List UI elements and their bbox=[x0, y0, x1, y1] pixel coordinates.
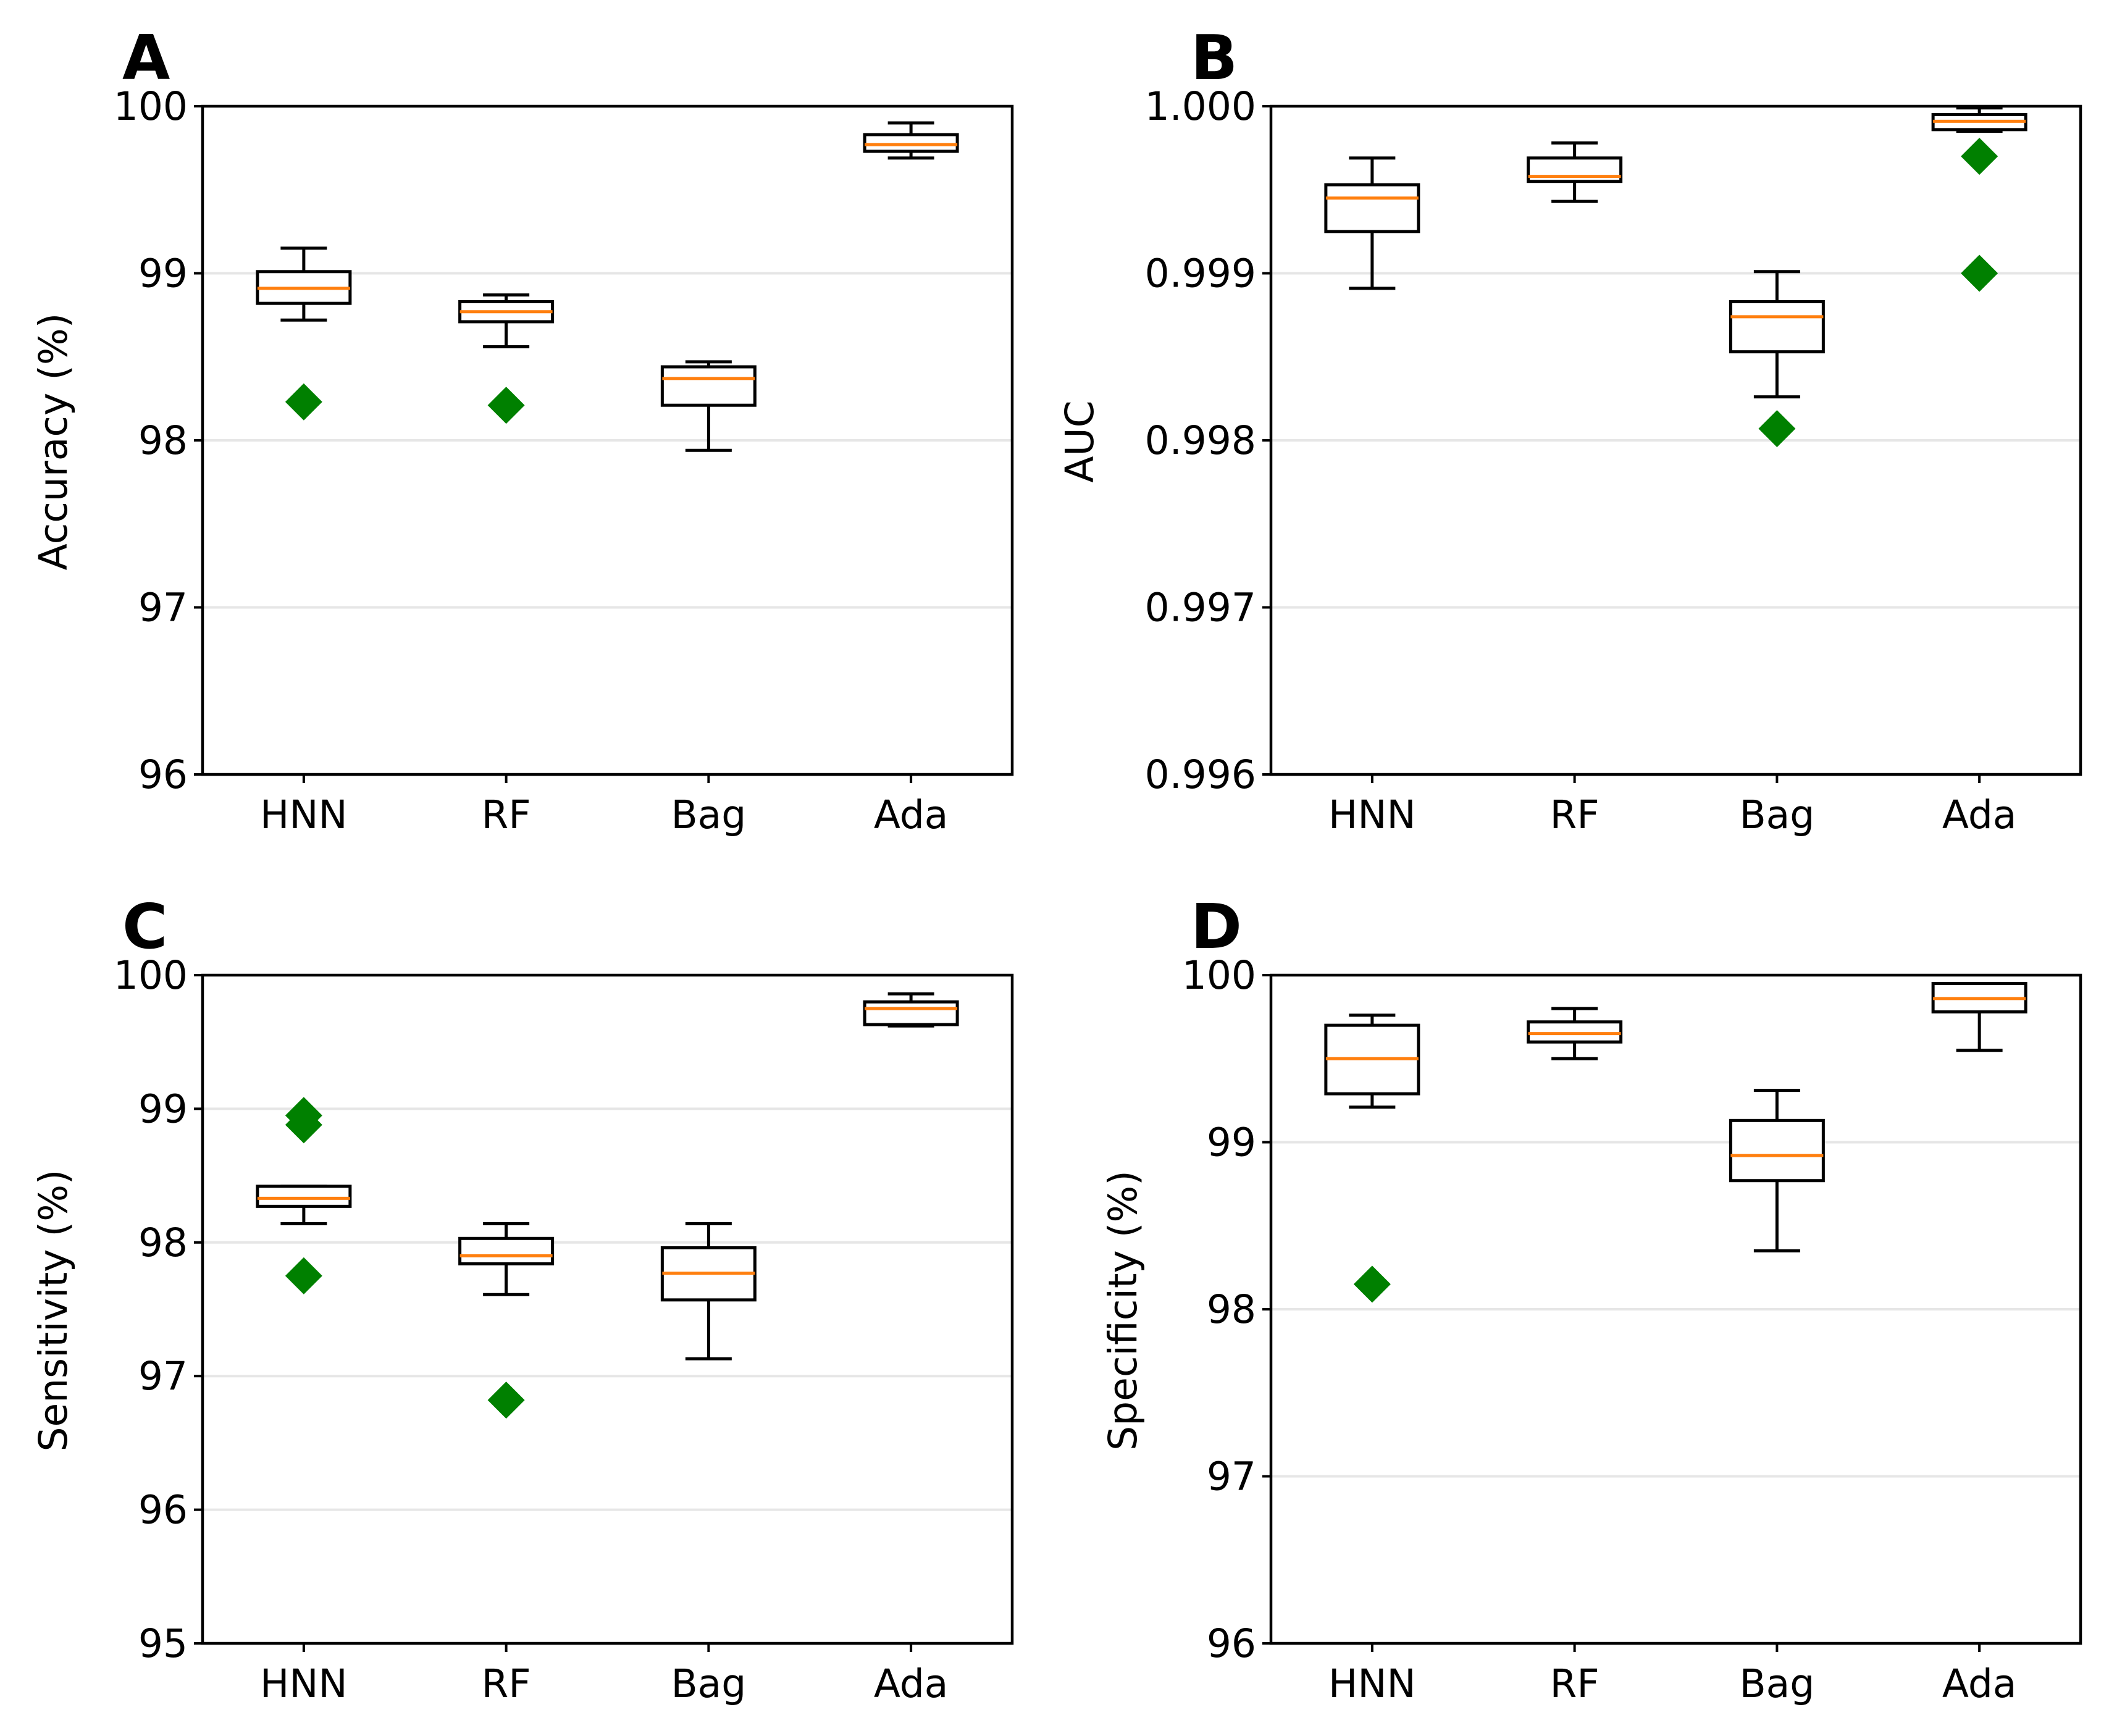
y-tick-label: 96 bbox=[1207, 1621, 1256, 1666]
x-tick-label-rf: RF bbox=[1550, 792, 1600, 837]
x-tick-label-rf: RF bbox=[1550, 1661, 1600, 1706]
y-axis-label: Accuracy (%) bbox=[31, 313, 76, 571]
x-tick-label-hnn: HNN bbox=[1328, 1661, 1416, 1706]
x-tick-label-hnn: HNN bbox=[260, 792, 348, 837]
iqr-box bbox=[1527, 1020, 1623, 1044]
panel-label: C bbox=[122, 891, 167, 963]
panel-label: D bbox=[1191, 891, 1242, 963]
y-tick-label: 0.997 bbox=[1145, 585, 1256, 631]
box-bag bbox=[1729, 1089, 1825, 1252]
iqr-box bbox=[1729, 1118, 1825, 1183]
iqr-box bbox=[660, 365, 757, 407]
x-tick-label-ada: Ada bbox=[874, 1661, 949, 1706]
y-tick-label: 100 bbox=[114, 953, 188, 998]
y-tick-label: 98 bbox=[1207, 1287, 1256, 1332]
y-tick-label: 96 bbox=[138, 1488, 188, 1533]
x-tick-label-ada: Ada bbox=[1942, 1661, 2017, 1706]
x-tick-label-hnn: HNN bbox=[260, 1661, 348, 1706]
box-bag bbox=[1729, 270, 1825, 448]
y-tick-label: 100 bbox=[1182, 953, 1256, 998]
x-tick-label-rf: RF bbox=[482, 792, 531, 837]
x-tick-label-ada: Ada bbox=[874, 792, 949, 837]
y-tick-label: 0.999 bbox=[1145, 251, 1256, 296]
x-tick-label-bag: Bag bbox=[1739, 1661, 1814, 1706]
y-tick-label: 95 bbox=[138, 1621, 188, 1666]
y-tick-label: 97 bbox=[138, 585, 188, 631]
box-rf bbox=[1527, 1007, 1623, 1060]
y-tick-label: 0.996 bbox=[1145, 752, 1256, 797]
y-axis-label: Sensitivity (%) bbox=[31, 1169, 76, 1451]
outlier-point bbox=[1353, 1265, 1391, 1303]
x-tick-label-bag: Bag bbox=[671, 792, 746, 837]
y-tick-label: 1.000 bbox=[1145, 84, 1256, 129]
plot-frame bbox=[201, 104, 1014, 776]
panel-d-specificity: D Specificity (%) 96 97 98 99 100 HNN RF Bag Ada bbox=[1101, 891, 2082, 1706]
y-tick-label: 98 bbox=[138, 418, 188, 463]
iqr-box bbox=[256, 1185, 352, 1208]
panel-label: A bbox=[122, 22, 170, 94]
outlier-point bbox=[285, 1106, 322, 1144]
outlier-point bbox=[487, 387, 525, 424]
iqr-box bbox=[863, 133, 959, 153]
box-hnn bbox=[256, 246, 352, 421]
panel-c-sensitivity: C Sensitivity (%) 95 96 97 98 99 100 HNN RF Bag A… bbox=[31, 891, 1014, 1706]
iqr-box bbox=[1324, 183, 1420, 233]
y-tick-label: 97 bbox=[138, 1354, 188, 1399]
x-tick-label-bag: Bag bbox=[1739, 792, 1814, 837]
iqr-box bbox=[863, 1000, 959, 1026]
outlier-point bbox=[487, 1382, 525, 1419]
outlier-point bbox=[1961, 138, 1998, 175]
x-tick-label-hnn: HNN bbox=[1328, 792, 1416, 837]
outlier-point bbox=[1758, 410, 1796, 448]
plot-frame bbox=[201, 973, 1014, 1645]
outlier-point bbox=[285, 1257, 322, 1294]
outlier-point bbox=[1961, 254, 1998, 292]
y-tick-label: 97 bbox=[1207, 1454, 1256, 1499]
y-axis-label: Specificity (%) bbox=[1101, 1170, 1146, 1451]
outlier-point bbox=[285, 383, 322, 421]
iqr-box bbox=[458, 1236, 555, 1265]
y-tick-label: 0.998 bbox=[1145, 418, 1256, 463]
box-hnn bbox=[256, 1097, 352, 1294]
box-ada bbox=[1931, 106, 2027, 292]
box-bag bbox=[660, 360, 757, 452]
y-axis-label: AUC bbox=[1057, 400, 1102, 482]
box-rf bbox=[458, 293, 555, 424]
box-rf bbox=[458, 1222, 555, 1419]
x-tick-label-bag: Bag bbox=[671, 1661, 746, 1706]
x-tick-label-ada: Ada bbox=[1942, 792, 2017, 837]
box-bag bbox=[660, 1222, 757, 1361]
y-tick-label: 99 bbox=[138, 1086, 188, 1131]
panel-a-accuracy: A Accuracy (%) 96 97 98 99 100 HNN RF Bag Ada bbox=[31, 22, 1014, 837]
panel-b-auc: B AUC 0.996 0.997 0.998 0.999 1.000 HNN RF Bag A… bbox=[1057, 22, 2082, 837]
x-tick-label-rf: RF bbox=[482, 1661, 531, 1706]
y-tick-label: 96 bbox=[138, 752, 188, 797]
box-rf bbox=[1527, 141, 1623, 203]
plot-frame bbox=[1269, 973, 2082, 1645]
y-tick-label: 99 bbox=[138, 251, 188, 296]
y-tick-label: 99 bbox=[1207, 1120, 1256, 1165]
plot-frame bbox=[1269, 104, 2082, 776]
box-ada bbox=[863, 121, 959, 160]
box-ada bbox=[863, 992, 959, 1028]
box-hnn bbox=[1324, 1013, 1420, 1303]
box-hnn bbox=[1324, 156, 1420, 290]
y-tick-label: 100 bbox=[114, 84, 188, 129]
y-tick-label: 98 bbox=[138, 1220, 188, 1265]
iqr-box bbox=[1729, 300, 1825, 354]
box-ada bbox=[1931, 982, 2027, 1052]
panel-label: B bbox=[1191, 22, 1238, 94]
